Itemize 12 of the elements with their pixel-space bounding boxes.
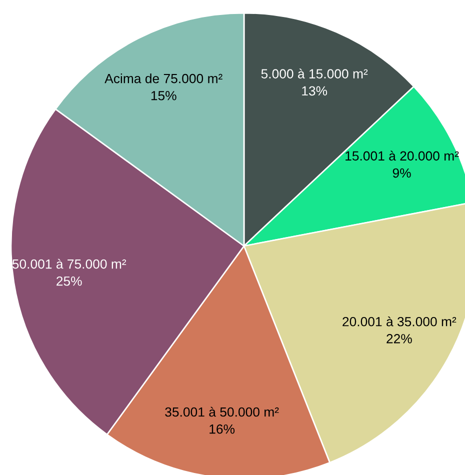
slice-label: 20.001 à 35.000 m²	[342, 316, 456, 326]
data-label: 13%	[302, 86, 328, 96]
data-label: 15%	[151, 91, 176, 100]
data-label: 9%	[392, 168, 411, 178]
slice-label: 35.001 à 50.000 m²	[165, 406, 279, 417]
slice-label: Acima de 75.000 m²	[104, 74, 222, 84]
data-label: 25%	[56, 276, 82, 286]
slice-label: 15.001 à 20.000 m²	[346, 150, 459, 161]
slice-label: 50.001 à 75.000 m²	[12, 258, 126, 269]
data-label: 16%	[210, 424, 235, 434]
data-label: 22%	[386, 334, 412, 344]
slice-label: 5.000 à 15.000 m²	[261, 68, 368, 78]
